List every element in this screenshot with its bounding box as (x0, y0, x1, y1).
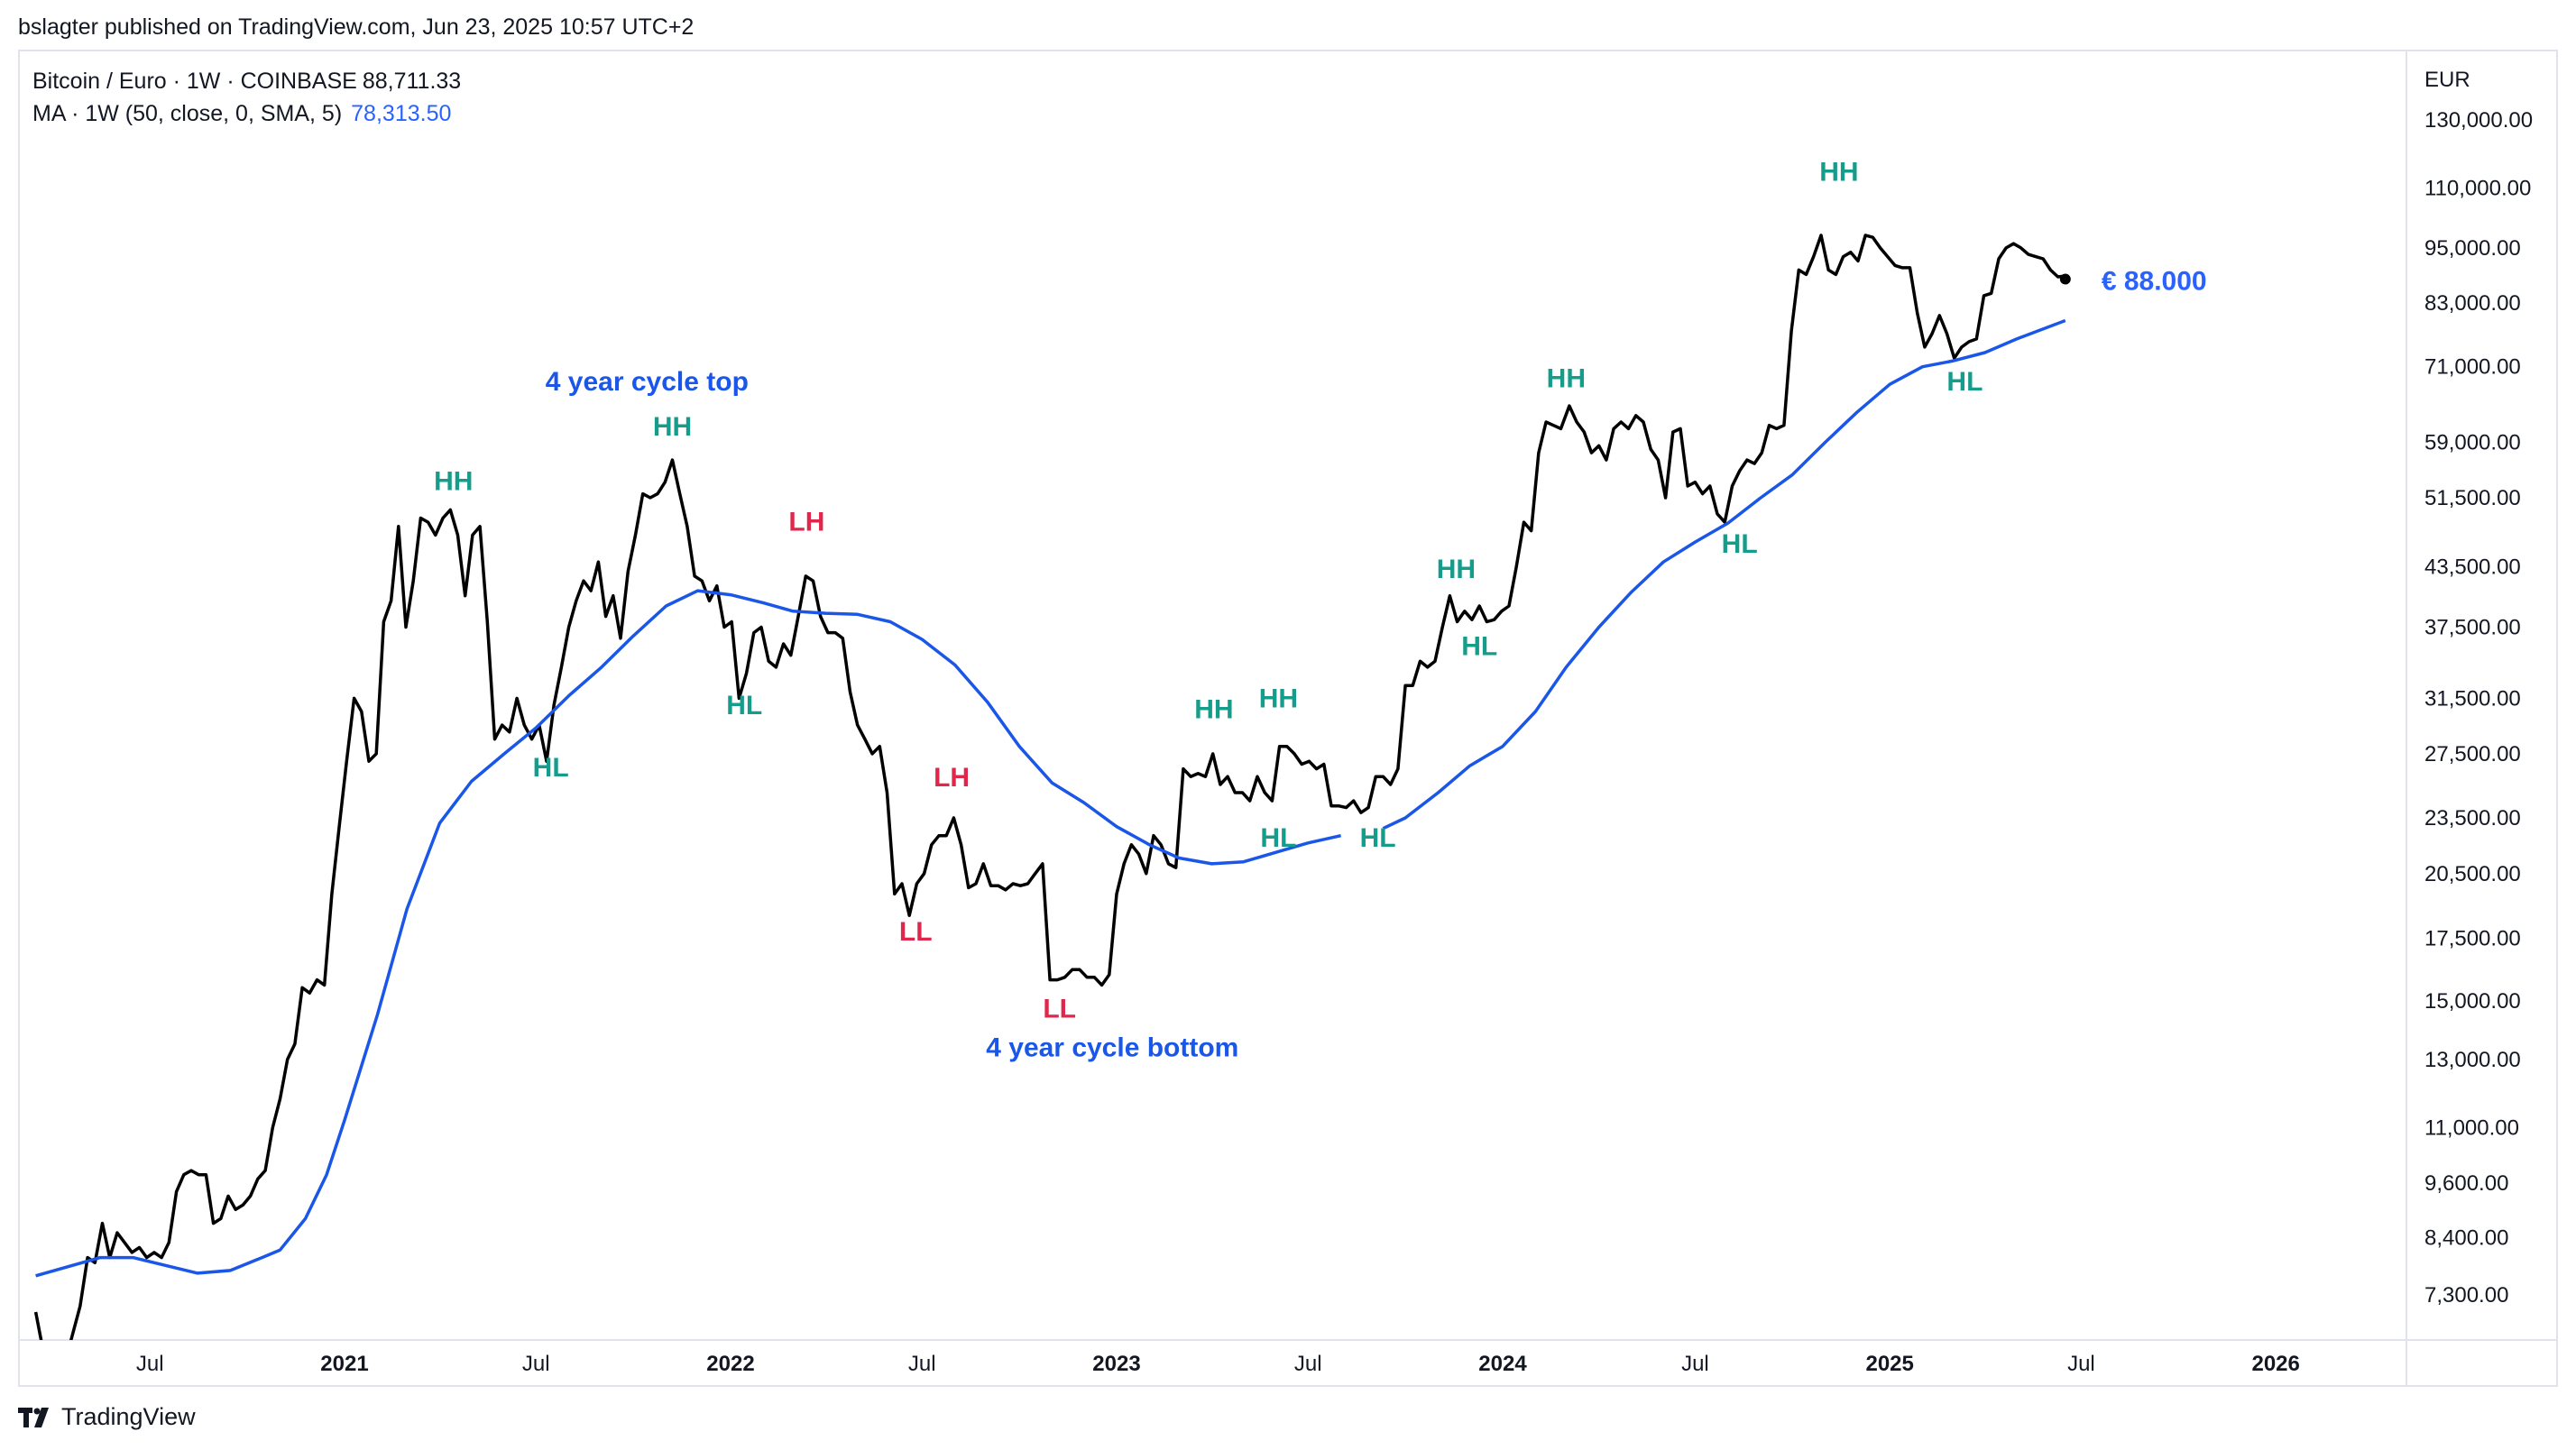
legend-symbol-row[interactable]: Bitcoin / Euro · 1W · COINBASE 88,711.33 (32, 65, 461, 97)
x-tick-label: 2023 (1092, 1352, 1140, 1376)
y-tick-label: 110,000.00 (2424, 177, 2531, 201)
annotation-ll: LL (1043, 995, 1076, 1024)
y-tick-label: 43,500.00 (2424, 555, 2521, 579)
y-tick-label: 31,500.00 (2424, 686, 2521, 711)
annotation-hh: HH (1437, 555, 1476, 584)
y-tick-label: 13,000.00 (2424, 1048, 2521, 1072)
x-tick-label: 2026 (2251, 1352, 2299, 1376)
annotation-hh: HH (1547, 364, 1586, 394)
annotation-ll: LL (899, 917, 933, 947)
x-tick-label: Jul (1294, 1352, 1322, 1376)
y-tick-label: 20,500.00 (2424, 862, 2521, 886)
x-tick-label: 2024 (1478, 1352, 1527, 1376)
y-tick-label: 11,000.00 (2424, 1115, 2519, 1140)
x-tick-label: Jul (1681, 1352, 1709, 1376)
x-tick-label: Jul (908, 1352, 936, 1376)
x-tick-label: 2025 (1865, 1352, 1913, 1376)
annotation-hl: HL (726, 691, 762, 720)
annotation-hl: HL (1722, 529, 1758, 559)
tradingview-logo[interactable]: TradingView (18, 1403, 196, 1431)
legend-ma-label: MA · 1W (50, close, 0, SMA, 5) (32, 101, 343, 126)
y-tick-label: 37,500.00 (2424, 616, 2521, 640)
annotation-hl: HL (1260, 823, 1296, 853)
y-tick-label: 9,600.00 (2424, 1171, 2508, 1196)
y-tick-label: 27,500.00 (2424, 742, 2521, 766)
price-line[interactable] (33, 234, 2066, 1389)
legend-symbol-value: 88,711.33 (362, 69, 462, 94)
annotation-4-year-cycle-top: 4 year cycle top (546, 367, 749, 397)
price-axis-currency: EUR (2424, 68, 2470, 92)
y-tick-label: 8,400.00 (2424, 1225, 2508, 1250)
x-tick-label: 2022 (706, 1352, 754, 1376)
chart-legend: Bitcoin / Euro · 1W · COINBASE 88,711.33 … (32, 65, 461, 130)
annotation-hl: HL (1461, 632, 1497, 662)
x-tick-label: Jul (2067, 1352, 2095, 1376)
tradingview-brand: TradingView (61, 1403, 196, 1430)
x-tick-label: Jul (522, 1352, 550, 1376)
y-tick-label: 15,000.00 (2424, 989, 2521, 1014)
y-tick-label: 23,500.00 (2424, 806, 2521, 831)
y-tick-label: 59,000.00 (2424, 430, 2521, 454)
legend-symbol: Bitcoin / Euro · 1W · COINBASE (32, 69, 357, 94)
ma50-line[interactable] (35, 589, 1341, 1278)
y-tick-label: 17,500.00 (2424, 926, 2521, 950)
annotation-hh: HH (1194, 694, 1233, 724)
annotation-lh: LH (788, 508, 824, 537)
ma50-line[interactable] (1382, 318, 2066, 831)
annotation-hl: HL (1360, 823, 1396, 853)
annotation-hl: HL (533, 753, 569, 783)
tradingview-logo-icon (18, 1407, 49, 1427)
legend-ma-row[interactable]: MA · 1W (50, close, 0, SMA, 5) 78,313.50 (32, 97, 461, 130)
y-tick-label: 95,000.00 (2424, 236, 2521, 261)
y-tick-label: 71,000.00 (2424, 355, 2521, 380)
plot-area (33, 234, 2066, 1389)
legend-ma-value: 78,313.50 (351, 101, 452, 126)
publisher-header: bslagter published on TradingView.com, J… (18, 14, 695, 40)
last-price-dot (2059, 273, 2071, 285)
y-tick-label: 51,500.00 (2424, 486, 2521, 510)
annotation-hh: HH (1259, 684, 1298, 714)
chart-frame (18, 50, 2558, 1387)
y-tick-label: 83,000.00 (2424, 291, 2521, 316)
x-tick-label: 2021 (320, 1352, 368, 1376)
price-tag-label: € 88.000 (2102, 267, 2207, 297)
annotation-4-year-cycle-bottom: 4 year cycle bottom (986, 1032, 1238, 1062)
y-tick-label: 7,300.00 (2424, 1283, 2508, 1308)
annotation-hh: HH (653, 412, 692, 442)
annotation-hl: HL (1946, 367, 1983, 397)
y-tick-label: 130,000.00 (2424, 108, 2533, 133)
annotation-lh: LH (934, 763, 970, 793)
annotation-hh: HH (434, 466, 473, 496)
annotation-hh: HH (1819, 157, 1858, 187)
x-tick-label: Jul (136, 1352, 164, 1376)
